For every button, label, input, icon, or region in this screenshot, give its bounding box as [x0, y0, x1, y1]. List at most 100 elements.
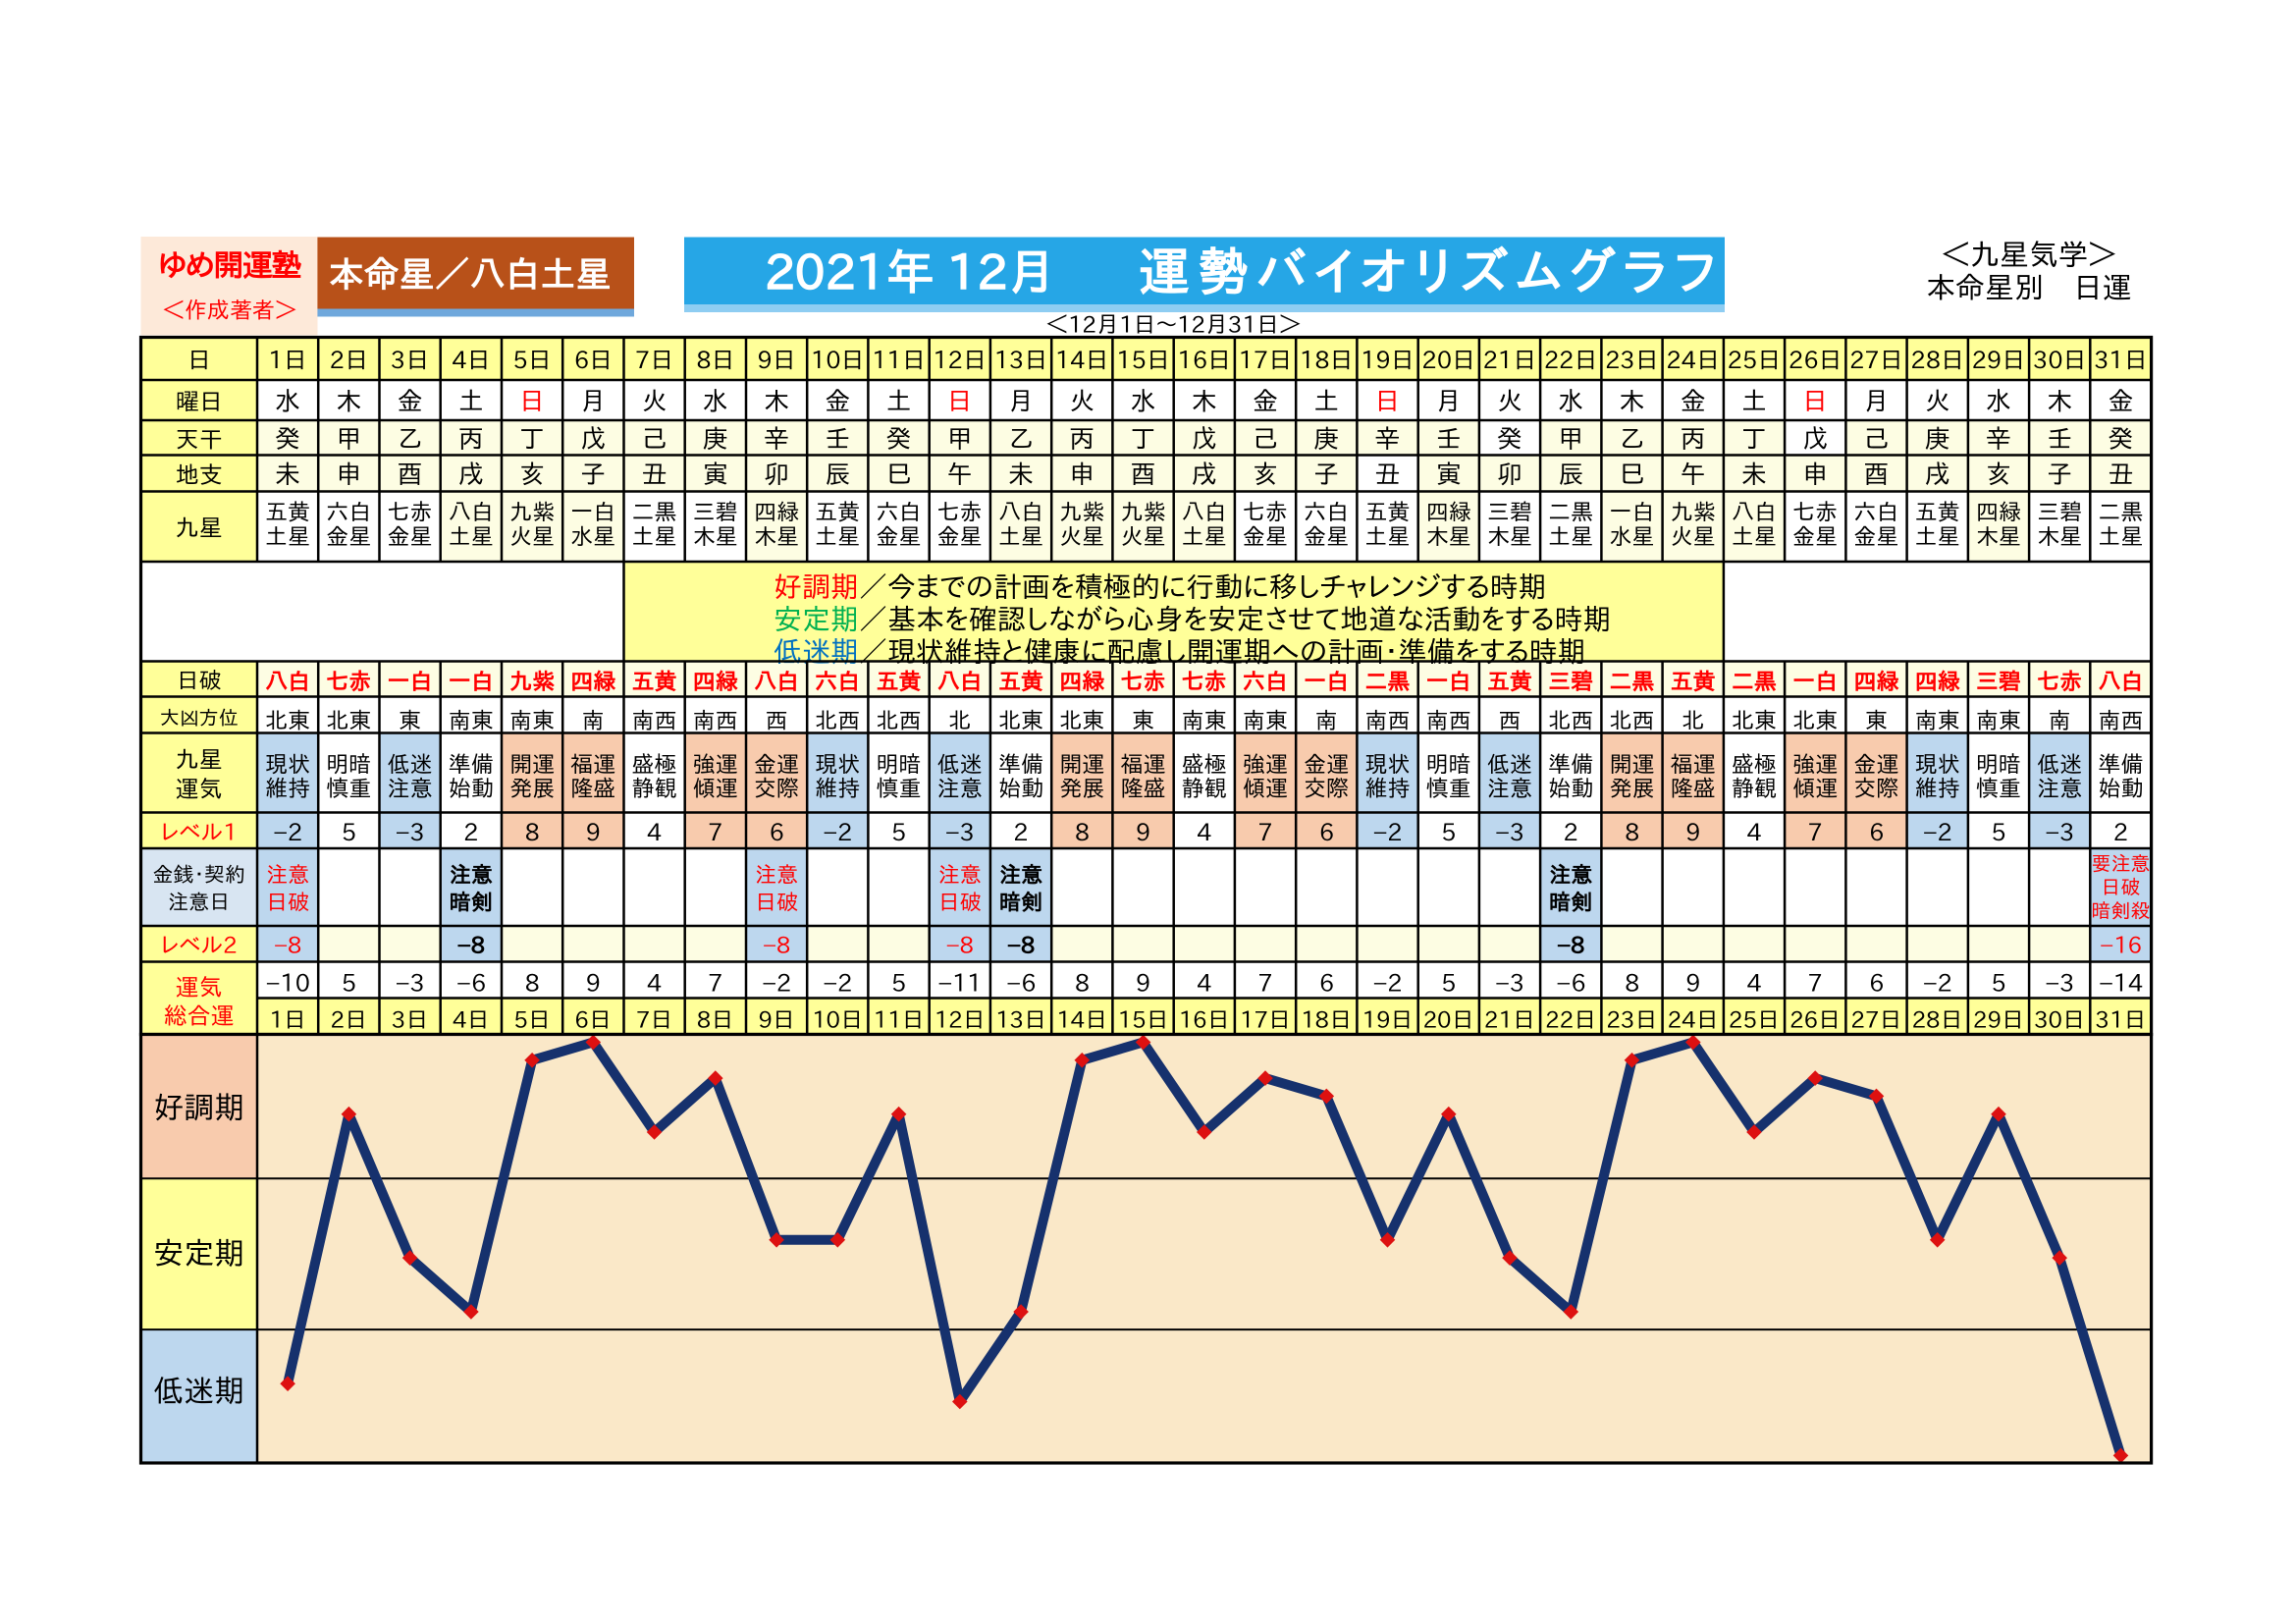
svg-text:二黒: 二黒: [2099, 501, 2144, 523]
svg-text:注意: 注意: [938, 864, 982, 886]
svg-text:月: 月: [580, 389, 606, 414]
svg-text:9: 9: [1136, 971, 1150, 995]
svg-text:4: 4: [1197, 971, 1211, 995]
svg-text:−14: −14: [2099, 971, 2143, 995]
svg-text:戌: 戌: [1925, 461, 1950, 487]
svg-text:金運: 金運: [754, 752, 799, 775]
svg-text:8: 8: [525, 971, 540, 995]
svg-text:北東: 北東: [998, 709, 1043, 731]
svg-text:日破: 日破: [755, 892, 798, 913]
svg-text:23日: 23日: [1607, 1008, 1658, 1031]
svg-text:亥: 亥: [519, 461, 545, 487]
svg-text:盛極: 盛極: [1732, 752, 1777, 775]
svg-text:五黄: 五黄: [1365, 501, 1411, 523]
svg-text:六白: 六白: [877, 501, 922, 523]
svg-text:南東: 南東: [1976, 709, 2021, 731]
svg-text:酉: 酉: [398, 461, 423, 487]
svg-text:金: 金: [1253, 389, 1278, 414]
svg-text:一白: 一白: [1426, 670, 1471, 692]
svg-text:金星: 金星: [388, 524, 433, 547]
svg-text:北: 北: [1682, 709, 1704, 731]
svg-text:南: 南: [1315, 709, 1338, 731]
svg-text:甲: 甲: [1558, 426, 1583, 452]
svg-text:静観: 静観: [1182, 777, 1227, 799]
svg-text:注意: 注意: [2037, 777, 2082, 799]
svg-text:24日: 24日: [1668, 1008, 1719, 1031]
svg-text:22日: 22日: [1544, 348, 1597, 371]
svg-text:酉: 酉: [1131, 461, 1156, 487]
svg-text:七赤: 七赤: [1243, 501, 1288, 523]
svg-text:日破: 日破: [177, 669, 222, 691]
svg-text:水星: 水星: [1610, 524, 1655, 547]
svg-text:21日: 21日: [1484, 1008, 1535, 1031]
svg-text:暗剣: 暗剣: [1549, 892, 1592, 913]
svg-text:八白: 八白: [2099, 670, 2144, 692]
svg-text:4: 4: [1746, 820, 1761, 843]
svg-text:北東: 北東: [1732, 709, 1777, 731]
svg-text:土星: 土星: [632, 524, 677, 547]
svg-text:4日: 4日: [453, 1008, 490, 1031]
svg-text:6日: 6日: [575, 1008, 613, 1031]
svg-text:七赤: 七赤: [326, 670, 371, 692]
svg-text:金銭・契約: 金銭・契約: [153, 864, 246, 885]
svg-text:南西: 南西: [2099, 709, 2144, 731]
svg-text:土星: 土星: [1548, 524, 1593, 547]
svg-text:慎重: 慎重: [326, 777, 371, 799]
svg-text:7: 7: [1257, 971, 1272, 995]
svg-text:1日: 1日: [269, 1008, 306, 1031]
svg-text:福運: 福運: [1121, 752, 1166, 775]
svg-text:土: 土: [1313, 389, 1339, 414]
svg-text:注意: 注意: [450, 864, 493, 886]
svg-text:準備: 準備: [2099, 752, 2144, 775]
svg-text:金星: 金星: [326, 524, 371, 547]
svg-text:三碧: 三碧: [1976, 670, 2021, 692]
svg-text:木星: 木星: [1487, 524, 1532, 547]
svg-text:7: 7: [1808, 971, 1823, 995]
svg-text:土: 土: [1741, 389, 1767, 414]
svg-text:七赤: 七赤: [1792, 501, 1838, 523]
svg-text:明暗: 明暗: [1426, 752, 1471, 775]
svg-text:卯: 卯: [1497, 461, 1522, 487]
svg-text:東: 東: [1132, 709, 1154, 731]
svg-text:丑: 丑: [1375, 461, 1401, 487]
svg-text:11日: 11日: [872, 348, 925, 371]
svg-text:−2: −2: [823, 820, 852, 843]
svg-text:未: 未: [275, 461, 300, 487]
svg-text:金運: 金運: [1304, 752, 1349, 775]
svg-text:火: 火: [1497, 389, 1522, 414]
svg-text:五黄: 五黄: [1671, 670, 1716, 692]
svg-text:ゆめ開運塾: ゆめ開運塾: [158, 249, 301, 280]
svg-text:−2: −2: [823, 971, 852, 995]
svg-text:水: 水: [275, 389, 300, 414]
svg-text:18日: 18日: [1300, 348, 1353, 371]
svg-text:注意: 注意: [999, 864, 1042, 886]
svg-text:−16: −16: [2100, 934, 2142, 956]
svg-text:金星: 金星: [1854, 524, 1899, 547]
svg-text:八白: 八白: [937, 670, 983, 692]
svg-text:一白: 一白: [570, 501, 615, 523]
svg-text:木: 木: [1192, 389, 1217, 414]
svg-text:日: 日: [1375, 389, 1401, 414]
svg-text:五黄: 五黄: [1915, 501, 1960, 523]
svg-text:日: 日: [519, 389, 545, 414]
svg-text:隆盛: 隆盛: [570, 777, 615, 799]
svg-text:強運: 強運: [1792, 752, 1838, 775]
svg-text:＜12月1日～12月31日＞: ＜12月1日～12月31日＞: [1045, 313, 1301, 336]
svg-text:運気: 運気: [176, 975, 223, 999]
svg-text:−3: −3: [1495, 820, 1524, 843]
svg-text:卯: 卯: [764, 461, 789, 487]
svg-text:8: 8: [1625, 971, 1639, 995]
svg-text:木: 木: [336, 389, 361, 414]
svg-text:交際: 交際: [1304, 777, 1349, 799]
svg-text:北西: 北西: [815, 709, 860, 731]
svg-text:九紫: 九紫: [1121, 501, 1166, 523]
svg-text:6日: 6日: [574, 348, 613, 371]
svg-text:火星: 火星: [509, 524, 555, 547]
svg-text:盛極: 盛極: [632, 752, 677, 775]
svg-text:始動: 始動: [449, 777, 494, 799]
svg-text:23日: 23日: [1605, 348, 1658, 371]
svg-text:九星: 九星: [176, 747, 223, 771]
svg-text:南東: 南東: [509, 709, 555, 731]
svg-text:8: 8: [525, 820, 540, 843]
svg-text:始動: 始動: [2099, 777, 2144, 799]
